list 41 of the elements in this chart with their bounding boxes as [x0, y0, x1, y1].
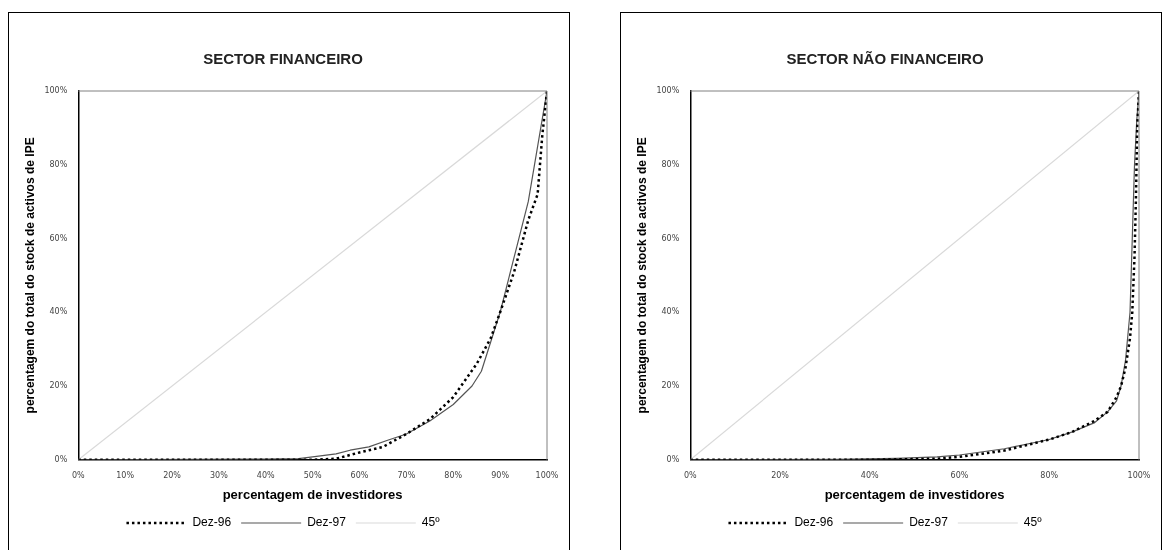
chart-title: SECTOR NÃO FINANCEIRO — [786, 50, 984, 68]
legend-label: 45º — [421, 515, 441, 530]
x-tick-label: 40% — [256, 470, 276, 480]
x-tick-label: 0% — [683, 470, 698, 480]
x-tick-label: 20% — [163, 470, 182, 480]
legend-label: Dez-97 — [909, 515, 949, 530]
x-tick-label: 80% — [444, 470, 463, 480]
legend-label: Dez-96 — [794, 515, 834, 530]
y-tick-label: 60% — [49, 233, 68, 243]
y-tick-label: 20% — [49, 381, 68, 391]
y-axis-title: percentagem do total do stock de activos de IPE — [22, 137, 37, 414]
x-axis-title: percentagem de investidores — [222, 486, 403, 502]
x-tick-label: 60% — [350, 470, 369, 480]
x-tick-label: 40% — [860, 470, 880, 480]
x-tick-label: 0% — [71, 470, 86, 480]
x-tick-label: 60% — [950, 470, 969, 480]
y-tick-label: 40% — [49, 307, 68, 317]
legend-label: 45º — [1023, 515, 1043, 530]
y-tick-label: 0% — [666, 454, 680, 464]
x-tick-label: 10% — [116, 470, 135, 480]
y-axis-title: percentagem do total do stock de activos de IPE — [634, 137, 649, 414]
x-tick-label: 20% — [771, 470, 790, 480]
legend-label: Dez-96 — [192, 515, 232, 530]
y-tick-label: 20% — [661, 381, 680, 391]
y-tick-label: 80% — [661, 159, 680, 169]
x-tick-label: 100% — [535, 470, 559, 480]
x-tick-label: 70% — [397, 470, 416, 480]
y-tick-label: 100% — [44, 86, 68, 96]
x-tick-label: 50% — [303, 470, 322, 480]
y-tick-label: 40% — [661, 307, 680, 317]
legend-label: Dez-97 — [307, 515, 347, 530]
y-tick-label: 100% — [656, 86, 680, 96]
chart-title: SECTOR FINANCEIRO — [203, 50, 364, 68]
y-tick-label: 0% — [54, 454, 68, 464]
x-tick-label: 30% — [210, 470, 229, 480]
x-tick-label: 100% — [1127, 470, 1151, 480]
y-tick-label: 80% — [49, 159, 68, 169]
x-tick-label: 80% — [1040, 470, 1059, 480]
x-axis-title: percentagem de investidores — [824, 486, 1005, 502]
y-tick-label: 60% — [661, 233, 680, 243]
x-tick-label: 90% — [491, 470, 510, 480]
